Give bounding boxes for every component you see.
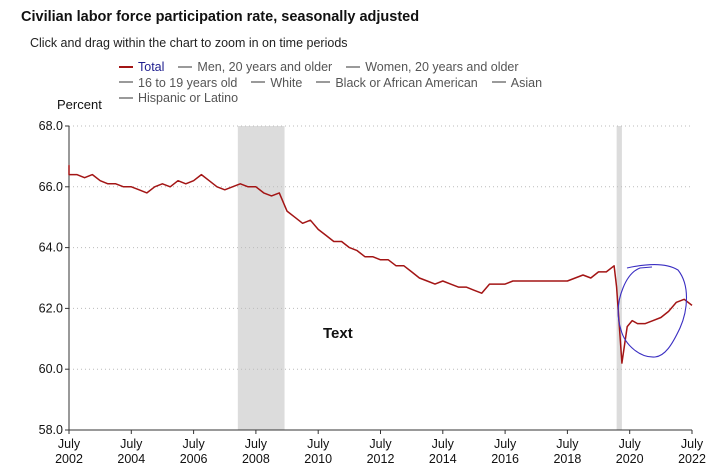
legend-label: 16 to 19 years old <box>138 75 238 90</box>
legend: Total Men, 20 years and older Women, 20 ye… <box>119 60 639 107</box>
x-tick-year: 2020 <box>616 452 644 466</box>
x-tick-label: July 2008 <box>242 437 270 466</box>
legend-label: White <box>270 75 303 90</box>
x-tick-year: 2012 <box>367 452 395 466</box>
x-tick-month: July <box>369 437 392 451</box>
legend-label: Total <box>138 60 165 74</box>
legend-item[interactable]: Hispanic or Latino <box>119 91 238 107</box>
x-tick-month: July <box>432 437 455 451</box>
x-tick-month: July <box>307 437 330 451</box>
grid-lines <box>69 125 692 370</box>
recession-band <box>616 126 622 430</box>
legend-swatch <box>119 96 133 99</box>
x-tick-month: July <box>556 437 579 451</box>
legend-item[interactable]: White <box>251 76 302 92</box>
legend-swatch <box>346 65 361 68</box>
chart-subtitle: Click and drag within the chart to zoom … <box>30 36 348 50</box>
legend-label: Asian <box>510 75 543 90</box>
x-tick-label: July 2014 <box>429 437 457 466</box>
x-tick-year: 2004 <box>117 452 145 466</box>
x-tick-month: July <box>619 437 642 451</box>
x-tick-month: July <box>245 437 268 451</box>
legend-label: Women, 20 years and older <box>365 60 519 74</box>
x-tick-label: July 2012 <box>367 437 395 466</box>
legend-swatch <box>178 65 193 68</box>
legend-label: Men, 20 years and older <box>197 60 333 74</box>
legend-swatch <box>119 65 133 68</box>
x-tick-year: 2016 <box>491 452 519 466</box>
series-line-total <box>68 164 693 364</box>
x-tick-label: July 2022 <box>678 437 706 466</box>
y-tick-label: 58.0 <box>39 423 63 437</box>
legend-label: Black or African American <box>335 75 478 90</box>
x-tick-month: July <box>120 437 143 451</box>
x-tick-month: July <box>58 437 81 451</box>
x-tick-year: 2018 <box>553 452 581 466</box>
legend-swatch <box>491 81 506 84</box>
legend-item[interactable]: Black or African American <box>316 75 478 92</box>
chart-title: Civilian labor force participation rate,… <box>21 9 420 25</box>
legend-item[interactable]: Men, 20 years and older <box>178 60 332 76</box>
legend-item[interactable]: Asian <box>491 75 543 92</box>
hand-drawn-circle <box>617 263 688 358</box>
x-tick-label: July 2020 <box>616 437 644 466</box>
y-tick-label: 62.0 <box>39 301 63 315</box>
x-tick-label: July 2016 <box>491 437 519 466</box>
x-tick-label: July 2006 <box>180 437 208 466</box>
recession-shading-group <box>237 126 622 430</box>
x-tick-label: July 2004 <box>117 437 145 466</box>
x-tick-year: 2008 <box>242 452 270 466</box>
legend-item[interactable]: Women, 20 years and older <box>346 60 519 76</box>
x-tick-month: July <box>182 437 205 451</box>
legend-swatch <box>251 81 266 84</box>
x-tick-label: July 2018 <box>553 437 581 466</box>
legend-item[interactable]: Total <box>119 60 164 76</box>
x-tick-year: 2002 <box>55 452 83 466</box>
x-tick-label: July 2010 <box>304 437 332 466</box>
x-tick-month: July <box>681 437 704 451</box>
x-tick-year: 2006 <box>180 452 208 466</box>
x-tick-month: July <box>494 437 517 451</box>
x-tick-label: July 2002 <box>55 437 83 466</box>
legend-item[interactable]: 16 to 19 years old <box>119 76 237 92</box>
y-tick-label: 66.0 <box>39 180 63 194</box>
series-group <box>68 164 693 364</box>
legend-swatch <box>316 81 331 84</box>
y-axis-label: Percent <box>57 97 102 112</box>
y-tick-label: 64.0 <box>39 241 63 255</box>
recession-band <box>237 126 285 430</box>
x-tick-year: 2010 <box>304 452 332 466</box>
text-annotation: Text <box>323 325 353 342</box>
x-tick-year: 2014 <box>429 452 457 466</box>
x-tick-year: 2022 <box>678 452 706 466</box>
annotation-group: Text <box>323 263 688 358</box>
legend-swatch <box>119 81 133 84</box>
y-tick-label: 68.0 <box>39 119 63 133</box>
y-tick-label: 60.0 <box>39 362 63 376</box>
legend-label: Hispanic or Latino <box>138 91 239 105</box>
